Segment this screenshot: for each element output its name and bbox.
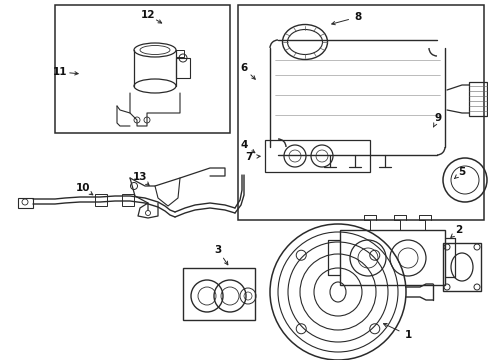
Bar <box>176 58 190 78</box>
Text: 12: 12 <box>141 10 155 20</box>
Text: 4: 4 <box>240 140 247 150</box>
Bar <box>442 243 480 291</box>
Bar <box>339 230 444 285</box>
Bar <box>183 268 254 320</box>
Bar <box>95 194 107 206</box>
Text: 2: 2 <box>454 225 462 235</box>
Text: 3: 3 <box>214 245 221 255</box>
Bar <box>468 82 486 116</box>
Bar <box>122 194 134 206</box>
Text: 11: 11 <box>53 67 67 77</box>
Bar <box>176 50 183 57</box>
Bar <box>55 5 229 133</box>
Text: 7: 7 <box>245 152 252 162</box>
Text: 1: 1 <box>404 330 411 340</box>
Text: 6: 6 <box>240 63 247 73</box>
Bar <box>18 198 33 208</box>
Bar <box>264 140 369 172</box>
Text: 13: 13 <box>132 172 147 182</box>
Text: 10: 10 <box>76 183 90 193</box>
Text: 5: 5 <box>457 167 465 177</box>
Text: 9: 9 <box>433 113 441 123</box>
Text: 8: 8 <box>354 12 361 22</box>
Bar <box>238 5 483 220</box>
